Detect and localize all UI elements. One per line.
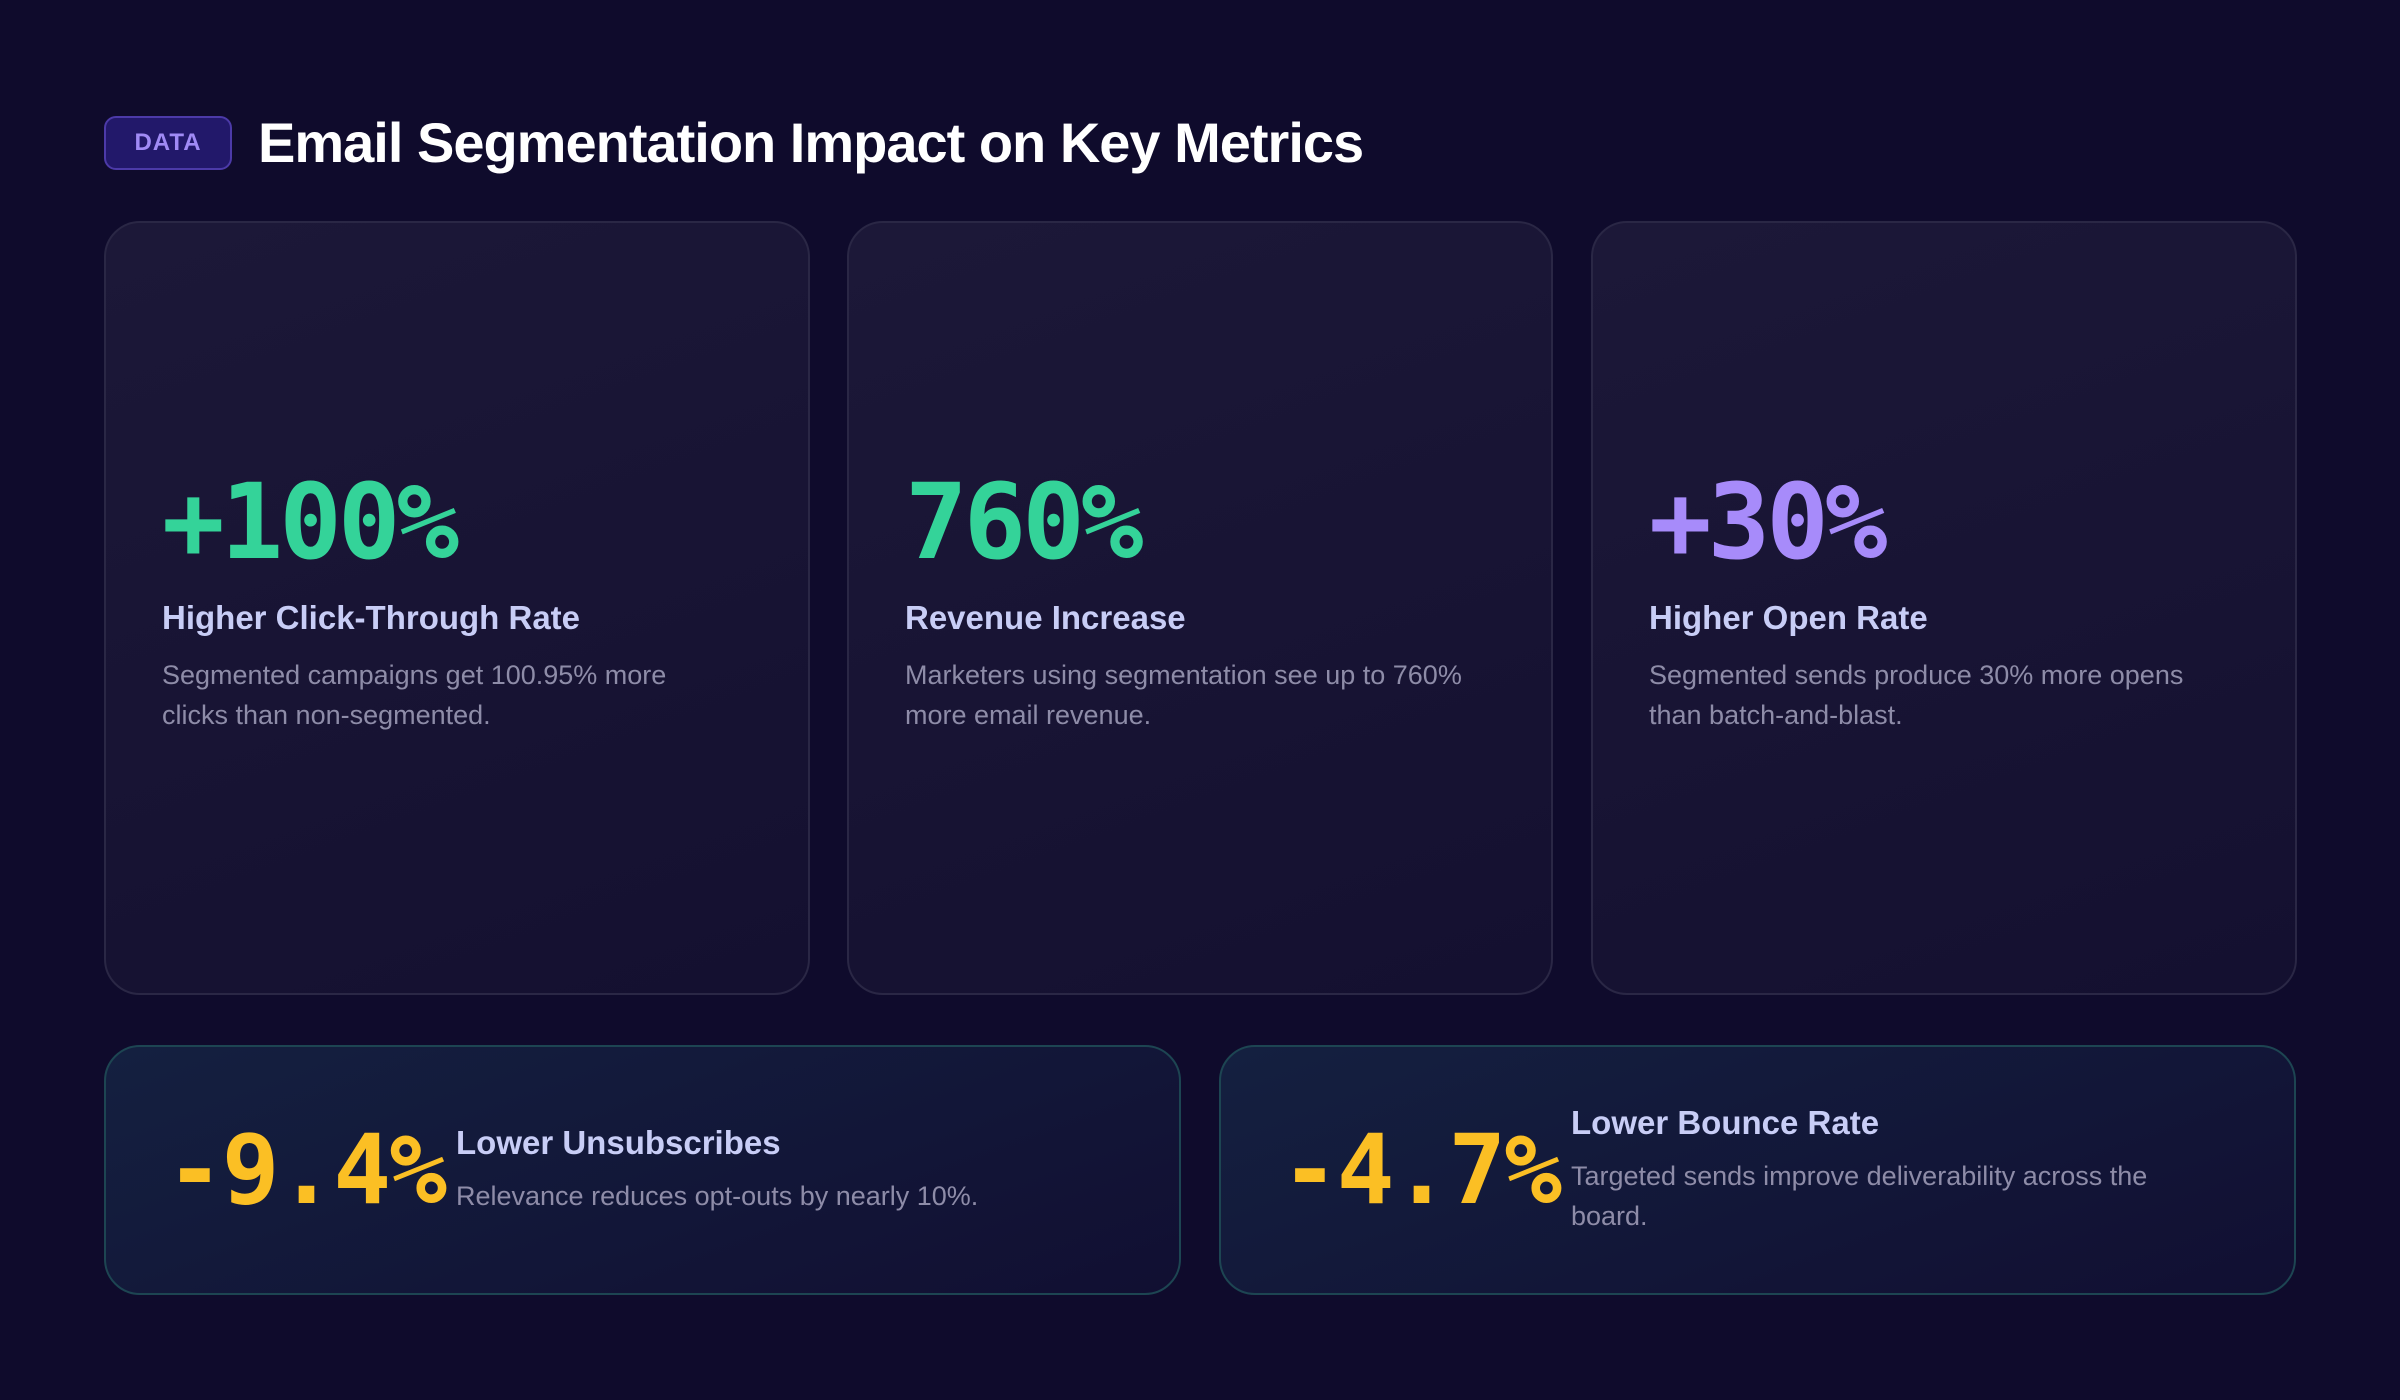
metric-value: -9.4% <box>166 1114 447 1226</box>
metric-text: Lower Unsubscribes Relevance reduces opt… <box>456 1124 978 1216</box>
metric-description: Marketers using segmentation see up to 7… <box>905 660 1462 730</box>
metric-label: Higher Click-Through Rate <box>162 599 581 636</box>
data-badge: DATA <box>104 115 232 170</box>
metric-card-click-through: +100% Higher Click-Through Rate Segmente… <box>104 221 810 995</box>
header: DATA Email Segmentation Impact on Key Me… <box>104 110 1364 175</box>
metric-description: Targeted sends improve deliverability ac… <box>1571 1161 2148 1231</box>
metric-card-open-rate: +30% Higher Open Rate Segmented sends pr… <box>1591 221 2297 995</box>
metric-label: Revenue Increase <box>905 599 1186 636</box>
metric-value: 760% <box>905 461 1143 583</box>
metric-card-revenue: 760% Revenue Increase Marketers using se… <box>847 221 1553 995</box>
metric-card-bounce-rate: -4.7% Lower Bounce Rate Targeted sends i… <box>1219 1045 2296 1295</box>
metric-card-unsubscribes: -9.4% Lower Unsubscribes Relevance reduc… <box>104 1045 1181 1295</box>
metric-label: Lower Bounce Rate <box>1571 1104 1880 1141</box>
metric-value: +30% <box>1649 461 1887 583</box>
metric-label: Lower Unsubscribes <box>456 1124 781 1161</box>
metric-description: Relevance reduces opt-outs by nearly 10%… <box>456 1181 979 1211</box>
metric-label: Higher Open Rate <box>1649 599 1928 636</box>
metric-text: Lower Bounce Rate Targeted sends improve… <box>1571 1104 2191 1236</box>
metric-value: +100% <box>162 461 459 583</box>
page-title: Email Segmentation Impact on Key Metrics <box>258 111 1364 174</box>
metric-description: Segmented campaigns get 100.95% more cli… <box>162 660 667 730</box>
metric-description: Segmented sends produce 30% more opens t… <box>1649 660 2184 730</box>
metric-value: -4.7% <box>1281 1114 1562 1226</box>
